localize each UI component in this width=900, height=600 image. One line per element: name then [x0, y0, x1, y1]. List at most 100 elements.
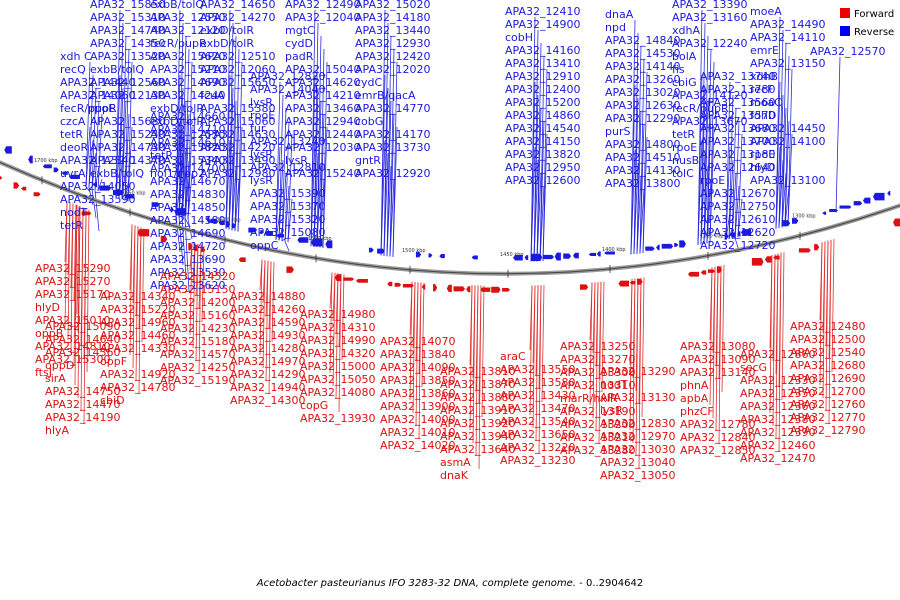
reverse-gene-label[interactable]: nusB	[672, 154, 699, 167]
reverse-gene-label[interactable]: fecR/pupR	[60, 102, 117, 115]
forward-gene-label[interactable]: APA32_15190	[160, 374, 235, 387]
forward-gene-label[interactable]: APA32_14570	[160, 348, 235, 361]
reverse-gene-label[interactable]: APA32_14040	[250, 83, 325, 96]
forward-gene-label[interactable]: APA32_14810	[35, 340, 110, 353]
reverse-gene-label[interactable]: uvrA	[60, 167, 86, 180]
reverse-gene-label[interactable]: APA32_15250	[90, 128, 165, 141]
reverse-gene-label[interactable]: APA32_15650	[200, 76, 275, 89]
forward-gene-label[interactable]: sirA	[45, 372, 66, 385]
forward-gene-label[interactable]: dnaK	[440, 469, 469, 482]
reverse-gene-label[interactable]: APA32_14240	[150, 89, 225, 102]
reverse-gene-label[interactable]: APA32_12550	[150, 11, 225, 24]
reverse-gene-label[interactable]: fcuA	[200, 89, 225, 102]
reverse-gene-label[interactable]: tolC	[672, 167, 694, 180]
forward-gene-label[interactable]: APA32_14090	[380, 361, 455, 374]
reverse-gene-label[interactable]: tetR	[672, 128, 695, 141]
reverse-gene-label[interactable]: APA32_15060	[200, 115, 275, 128]
reverse-gene-label[interactable]: APA32_14830	[150, 188, 225, 201]
reverse-gene-label[interactable]: APA32_15850	[90, 0, 165, 11]
reverse-gene-label[interactable]: APA32_13690	[150, 253, 225, 266]
forward-gene-label[interactable]: APA32_12780	[680, 418, 755, 431]
reverse-gene-label[interactable]: APA32_12720	[700, 239, 775, 252]
forward-gene-label[interactable]: marR/hxlR	[560, 392, 618, 405]
forward-gene-label[interactable]: APA32_12680	[790, 359, 865, 372]
reverse-gene-label[interactable]: cydD	[285, 37, 313, 50]
forward-gene-label[interactable]: APA32_13850	[380, 374, 455, 387]
forward-gene-label[interactable]: APA32_13650	[500, 428, 575, 441]
forward-gene-label[interactable]: APA32_12770	[790, 411, 865, 424]
forward-gene-label[interactable]: hlyD	[35, 301, 60, 314]
forward-gene-label[interactable]: APA32_13880	[440, 391, 515, 404]
reverse-gene-label[interactable]: npd	[605, 21, 626, 34]
reverse-gene-label[interactable]: APA32_14490	[750, 18, 825, 31]
reverse-gene-label[interactable]: APA32_12030	[285, 141, 360, 154]
reverse-gene-label[interactable]: APA32_12950	[505, 161, 580, 174]
forward-gene-label[interactable]: APA32_13640	[440, 443, 515, 456]
forward-gene-label[interactable]: APA32_13580	[500, 376, 575, 389]
reverse-gene-label[interactable]: APA32_14840	[605, 34, 680, 47]
reverse-gene-label[interactable]: emrE	[750, 44, 779, 57]
forward-gene-label[interactable]: APA32_12970	[600, 430, 675, 443]
reverse-gene-label[interactable]: APA32_14530	[605, 47, 680, 60]
reverse-gene-label[interactable]: APA32_13490	[200, 154, 275, 167]
forward-gene-label[interactable]: APA32_15270	[35, 275, 110, 288]
forward-gene-label[interactable]: APA32_14190	[45, 411, 120, 424]
forward-gene-label[interactable]: APA32_14330	[100, 342, 175, 355]
reverse-gene-label[interactable]: rpoE	[90, 102, 115, 115]
reverse-gene-label[interactable]: APA32_12560	[90, 76, 165, 89]
reverse-gene-label[interactable]: padR	[285, 50, 314, 63]
forward-gene-label[interactable]: APA32_13860	[380, 387, 455, 400]
forward-gene-label[interactable]: APA32_12830	[600, 417, 675, 430]
reverse-gene-label[interactable]: exbB/tolQ	[90, 63, 144, 76]
reverse-gene-label[interactable]: rpoE	[750, 148, 775, 161]
reverse-gene-label[interactable]: APA32_14740	[90, 24, 165, 37]
reverse-gene-label[interactable]: deoR	[60, 141, 88, 154]
forward-gene-label[interactable]: APA32_12760	[790, 398, 865, 411]
reverse-gene-label[interactable]: APA32_13160	[672, 11, 747, 24]
forward-gene-label[interactable]: APA32_12690	[790, 372, 865, 385]
forward-gene-label[interactable]: APA32_15090	[45, 320, 120, 333]
forward-gene-label[interactable]: APA32_13840	[380, 348, 455, 361]
forward-gene-label[interactable]: APA32_12540	[790, 346, 865, 359]
reverse-gene-label[interactable]: APA32_15020	[355, 0, 430, 11]
forward-gene-label[interactable]: APA32_14080	[300, 386, 375, 399]
reverse-gene-label[interactable]: APA32_13150	[750, 57, 825, 70]
reverse-gene-label[interactable]: APA32_14210	[285, 89, 360, 102]
forward-gene-label[interactable]: APA32_12860	[740, 348, 815, 361]
forward-gene-label[interactable]: APA32_13200	[560, 418, 635, 431]
reverse-gene-label[interactable]: lysR	[250, 96, 273, 109]
reverse-gene-label[interactable]: APA32_14050	[60, 180, 135, 193]
reverse-gene-label[interactable]: APA32_15240	[285, 167, 360, 180]
reverse-gene-label[interactable]: APA32_14170	[355, 128, 430, 141]
reverse-gene-label[interactable]: purS	[605, 125, 630, 138]
reverse-gene-label[interactable]: fis	[672, 63, 685, 76]
forward-gene-label[interactable]: APA32_14940	[230, 381, 305, 394]
reverse-gene-label[interactable]: rpoE	[250, 109, 275, 122]
reverse-gene-label[interactable]: bolA	[672, 50, 697, 63]
forward-gene-label[interactable]: oppF	[100, 355, 127, 368]
forward-gene-label[interactable]: APA32_14640	[45, 333, 120, 346]
reverse-gene-label[interactable]: APA32_13730	[355, 141, 430, 154]
reverse-gene-label[interactable]: APA32_12290	[605, 112, 680, 125]
forward-gene-label[interactable]: APA32_15300	[35, 353, 110, 366]
forward-gene-label[interactable]: APA32_13310	[560, 379, 635, 392]
reverse-gene-label[interactable]: fecR/pupR	[672, 102, 729, 115]
reverse-gene-label[interactable]: APA32_13780	[700, 83, 775, 96]
reverse-gene-label[interactable]: APA32_12920	[355, 167, 430, 180]
reverse-gene-label[interactable]: APA32_13240	[250, 135, 325, 148]
forward-gene-label[interactable]: APA32_14460	[100, 329, 175, 342]
reverse-gene-label[interactable]: fur	[250, 122, 266, 135]
reverse-gene-label[interactable]: APA32_14700	[150, 162, 225, 175]
reverse-gene-label[interactable]: APA32_14720	[150, 240, 225, 253]
reverse-gene-label[interactable]: APA32_12810	[250, 161, 325, 174]
reverse-gene-label[interactable]: gntR	[355, 154, 381, 167]
forward-gene-label[interactable]: APA32_13920	[440, 417, 515, 430]
reverse-gene-label[interactable]: APA32_14440	[60, 76, 135, 89]
forward-gene-label[interactable]: APA32_13040	[600, 456, 675, 469]
reverse-gene-label[interactable]: APA32_15320	[250, 213, 325, 226]
reverse-gene-label[interactable]: APA32_13260	[605, 73, 680, 86]
forward-gene-label[interactable]: APA32_13050	[600, 469, 675, 482]
reverse-gene-label[interactable]: APA32_12420	[355, 50, 430, 63]
reverse-gene-label[interactable]: APA32_13020	[605, 86, 680, 99]
forward-gene-label[interactable]: APA32_12380	[740, 413, 815, 426]
